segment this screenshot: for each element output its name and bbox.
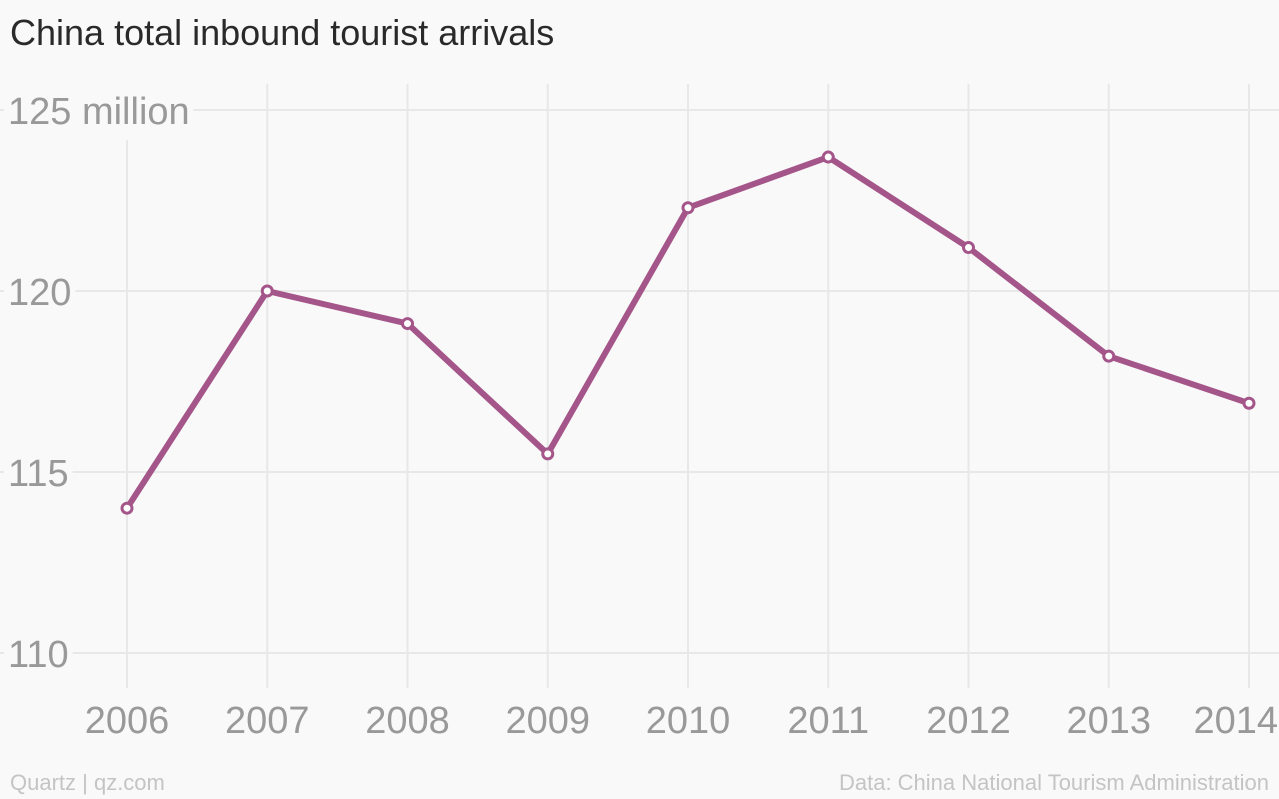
x-tick-label: 2010: [646, 700, 731, 742]
data-point: [681, 201, 695, 215]
y-tick-label-bg: [4, 95, 194, 129]
y-tick-label: 125 million: [8, 91, 190, 133]
data-point: [1102, 349, 1116, 363]
y-tick-labels: 110 115 120 125 million: [4, 91, 194, 676]
grid-layer: [0, 84, 1279, 688]
source-text: Data: China National Tourism Administrat…: [838, 770, 1269, 795]
point-layer: [120, 150, 1256, 515]
x-tick-labels: 2006 2007 2008 2009 2010 2011 2012 2013 2014: [85, 700, 1278, 742]
data-point: [1242, 396, 1256, 410]
x-tick-label: 2007: [225, 700, 310, 742]
y-tick-label-bg: [4, 638, 73, 672]
x-tick-label: 2011: [787, 700, 869, 742]
data-point: [541, 447, 555, 461]
y-tick-label-bg: [4, 457, 73, 491]
credit-text: Quartz | qz.com: [10, 770, 165, 795]
x-tick-label: 2012: [926, 700, 1011, 742]
y-tick-label: 120: [8, 272, 71, 314]
data-point: [260, 284, 274, 298]
x-tick-label: 2006: [85, 700, 170, 742]
x-tick-label: 2008: [365, 700, 450, 742]
data-point: [821, 150, 835, 164]
chart-title: China total inbound tourist arrivals: [10, 12, 555, 53]
x-tick-label: 2013: [1066, 700, 1151, 742]
x-tick-label: 2014: [1193, 700, 1278, 742]
y-tick-label: 110: [8, 634, 69, 676]
data-point: [120, 501, 134, 515]
y-tick-label: 115: [8, 453, 69, 495]
data-point: [401, 317, 414, 331]
data-point: [962, 241, 975, 255]
x-tick-label: 2009: [505, 700, 590, 742]
y-tick-label-bg: [4, 276, 76, 310]
